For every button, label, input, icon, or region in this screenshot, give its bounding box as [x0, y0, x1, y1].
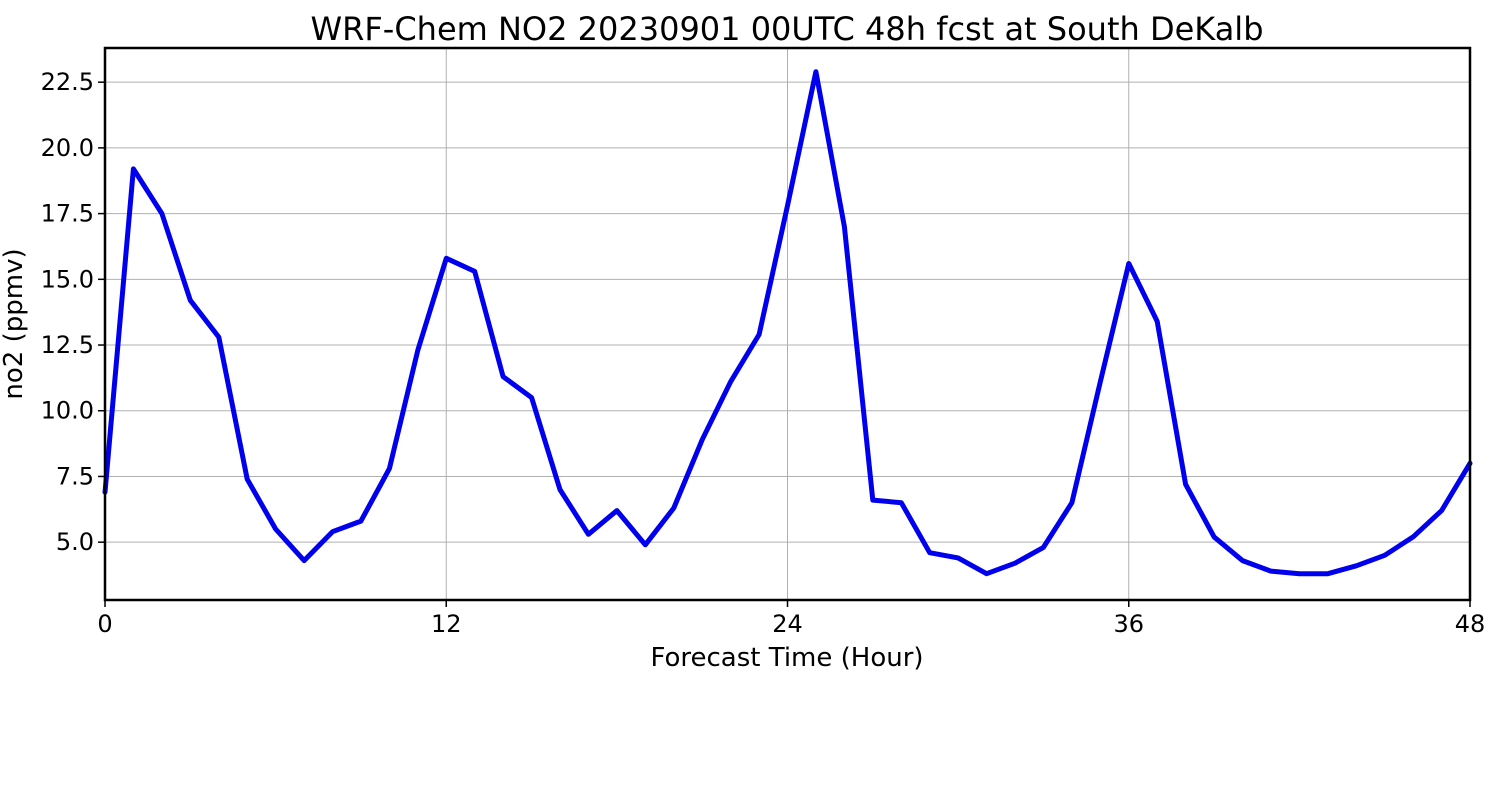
- y-tick-label: 7.5: [56, 462, 94, 490]
- x-axis: 0 12 24 36 48: [97, 600, 1485, 638]
- y-tick-label: 17.5: [41, 200, 94, 228]
- x-tick-label: 24: [772, 610, 803, 638]
- y-tick-label: 5.0: [56, 528, 94, 556]
- y-axis: 5.0 7.5 10.0 12.5 15.0 17.5 20.0 22.5: [41, 68, 105, 556]
- series-line: [102, 69, 1473, 577]
- y-tick-label: 10.0: [41, 397, 94, 425]
- series-layer: [102, 69, 1473, 577]
- chart-title: WRF-Chem NO2 20230901 00UTC 48h fcst at …: [311, 10, 1264, 48]
- x-tick-label: 36: [1113, 610, 1144, 638]
- y-tick-label: 12.5: [41, 331, 94, 359]
- y-axis-label: no2 (ppmv): [0, 248, 29, 399]
- x-tick-label: 48: [1455, 610, 1486, 638]
- y-tick-label: 20.0: [41, 134, 94, 162]
- x-axis-label: Forecast Time (Hour): [650, 643, 923, 673]
- y-tick-label: 15.0: [41, 265, 94, 293]
- y-tick-label: 22.5: [41, 68, 94, 96]
- x-tick-label: 12: [431, 610, 462, 638]
- x-tick-label: 0: [97, 610, 112, 638]
- grid-lines: [104, 48, 1471, 600]
